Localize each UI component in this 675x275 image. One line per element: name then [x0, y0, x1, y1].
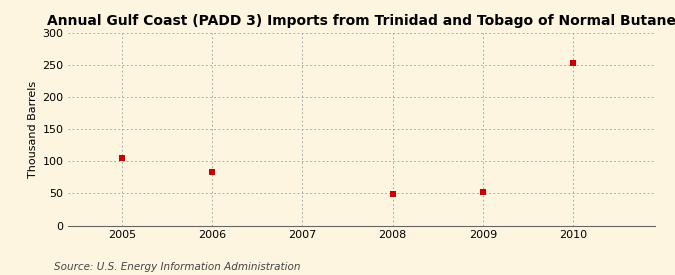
Text: Source: U.S. Energy Information Administration: Source: U.S. Energy Information Administ… [54, 262, 300, 272]
Title: Annual Gulf Coast (PADD 3) Imports from Trinidad and Tobago of Normal Butane: Annual Gulf Coast (PADD 3) Imports from … [47, 14, 675, 28]
Y-axis label: Thousand Barrels: Thousand Barrels [28, 81, 38, 178]
